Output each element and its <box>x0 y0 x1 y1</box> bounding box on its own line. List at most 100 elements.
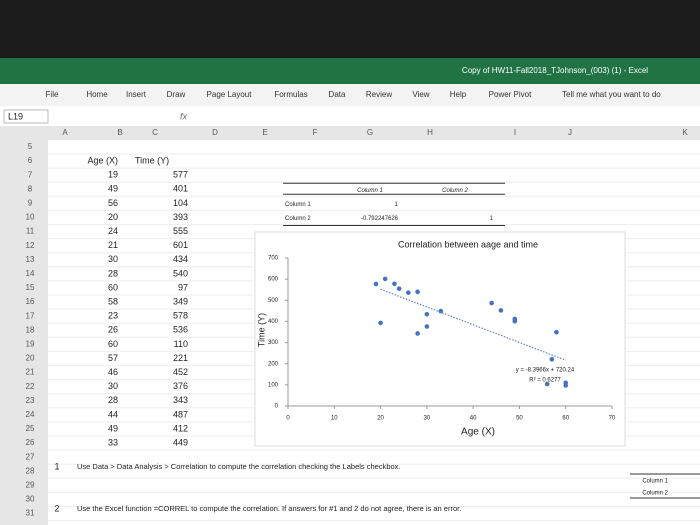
cell: 21 <box>108 240 118 250</box>
cell: 97 <box>178 282 188 292</box>
row-header[interactable]: 19 <box>26 340 35 349</box>
window-title: Copy of HW11-Fall2018_TJohnson_(003) (1)… <box>462 66 648 75</box>
cell: 104 <box>173 198 188 208</box>
row-header[interactable]: 9 <box>28 199 33 208</box>
ribbon-tab[interactable]: Home <box>86 90 108 99</box>
cell: 343 <box>173 395 188 405</box>
instruction-text: Use the Excel function =CORREL to comput… <box>77 504 461 513</box>
ribbon-tab[interactable]: Review <box>366 90 392 99</box>
point <box>382 276 388 282</box>
row-header[interactable]: 8 <box>28 184 33 193</box>
column-header[interactable]: D <box>212 128 218 137</box>
chart-title: Correlation between aage and time <box>398 239 538 249</box>
ribbon-tab[interactable]: View <box>412 90 429 99</box>
row-header[interactable]: 22 <box>26 382 35 391</box>
row-header[interactable]: 28 <box>26 466 35 475</box>
ribbon-tab[interactable]: Power Pivot <box>489 90 532 99</box>
x-tick-label: 60 <box>562 416 569 422</box>
row-header[interactable]: 5 <box>28 142 33 151</box>
column-header[interactable]: H <box>427 128 433 137</box>
row-header[interactable]: 11 <box>26 227 35 236</box>
y-tick-label: 600 <box>268 277 279 283</box>
cell: 577 <box>173 170 188 180</box>
cell: 110 <box>174 339 188 349</box>
row-header[interactable]: 30 <box>26 495 35 504</box>
row-header[interactable]: 31 <box>26 509 35 518</box>
cell: 487 <box>173 409 188 419</box>
x-tick-label: 0 <box>286 416 290 422</box>
row-header[interactable]: 17 <box>26 311 35 320</box>
ribbon-tab[interactable]: Help <box>450 90 467 99</box>
cell: 23 <box>108 311 118 321</box>
row-header[interactable]: 14 <box>26 269 35 278</box>
row-header[interactable]: 15 <box>26 283 35 292</box>
cell: 28 <box>108 268 118 278</box>
row-header[interactable]: 13 <box>26 255 35 264</box>
cell: 49 <box>108 423 118 433</box>
ribbon-tab[interactable]: Page Layout <box>207 90 253 99</box>
point <box>554 329 559 335</box>
row-header[interactable]: 27 <box>26 452 35 461</box>
title-bar <box>0 58 700 84</box>
name-box[interactable] <box>3 109 49 124</box>
name-box-text: L19 <box>8 111 23 121</box>
column-header[interactable]: F <box>313 128 318 137</box>
ribbon-tab[interactable]: Formulas <box>274 90 307 99</box>
ribbon-tab[interactable]: Draw <box>167 90 186 99</box>
column-header-bar <box>0 126 700 140</box>
point <box>373 281 379 287</box>
row-header[interactable]: 21 <box>26 368 35 377</box>
row-header[interactable]: 25 <box>26 424 35 433</box>
y-tick-label: 700 <box>268 256 279 262</box>
cell: 44 <box>108 409 118 419</box>
ribbon-tabs: File Home Insert Draw Page Layout Formulas Dat… <box>46 90 662 99</box>
table-row-label: Column 1 <box>285 202 311 208</box>
row-header[interactable]: 7 <box>28 170 33 179</box>
cell: 452 <box>173 367 188 377</box>
search-box[interactable]: Tell me what you want to do <box>562 90 661 99</box>
column-header[interactable]: K <box>682 128 688 137</box>
column-header[interactable]: B <box>117 128 122 137</box>
row-header[interactable]: 18 <box>26 325 35 334</box>
trendline <box>380 288 566 361</box>
table-row-label: Column 2 <box>285 216 311 222</box>
row-header[interactable]: 10 <box>26 213 35 222</box>
row-header[interactable]: 29 <box>26 481 35 490</box>
cell: 28 <box>108 395 118 405</box>
ribbon-tab[interactable]: File <box>46 90 59 99</box>
cell: 26 <box>108 325 118 335</box>
row-header[interactable]: 23 <box>26 396 35 405</box>
cell: 56 <box>108 198 118 208</box>
cell: 349 <box>173 296 188 306</box>
point <box>424 324 430 329</box>
x-tick-label: 70 <box>609 416 616 422</box>
point <box>415 289 420 295</box>
row-header[interactable]: 24 <box>26 410 35 419</box>
cell: 555 <box>173 226 188 236</box>
cell: 393 <box>173 212 188 222</box>
x-tick-label: 40 <box>470 416 477 422</box>
row-header[interactable]: 20 <box>26 354 35 363</box>
column-header[interactable]: C <box>152 128 158 137</box>
cell: 449 <box>173 437 188 447</box>
row-header[interactable]: 12 <box>26 241 35 250</box>
cell: 20 <box>108 212 118 222</box>
x-tick-label: 20 <box>377 416 384 422</box>
ribbon-tab[interactable]: Insert <box>126 90 147 99</box>
y-tick-label: 300 <box>268 340 279 346</box>
column-header[interactable]: G <box>367 128 373 137</box>
x-tick-label: 10 <box>331 416 338 422</box>
column-header[interactable]: J <box>568 128 572 137</box>
column-header[interactable]: A <box>62 128 68 137</box>
trendline-equation: y = -8.3966x + 720.24 <box>516 368 575 374</box>
column-header[interactable]: I <box>514 128 516 137</box>
ribbon-tab[interactable]: Data <box>329 90 346 99</box>
row-header[interactable]: 16 <box>26 297 35 306</box>
chart-area <box>254 231 626 447</box>
row-header[interactable]: 6 <box>28 156 33 165</box>
column-header[interactable]: E <box>262 128 267 137</box>
x-tick-label: 50 <box>516 416 523 422</box>
row-header[interactable]: 26 <box>26 438 35 447</box>
y-tick-label: 200 <box>268 361 279 367</box>
cell: 540 <box>173 268 188 278</box>
